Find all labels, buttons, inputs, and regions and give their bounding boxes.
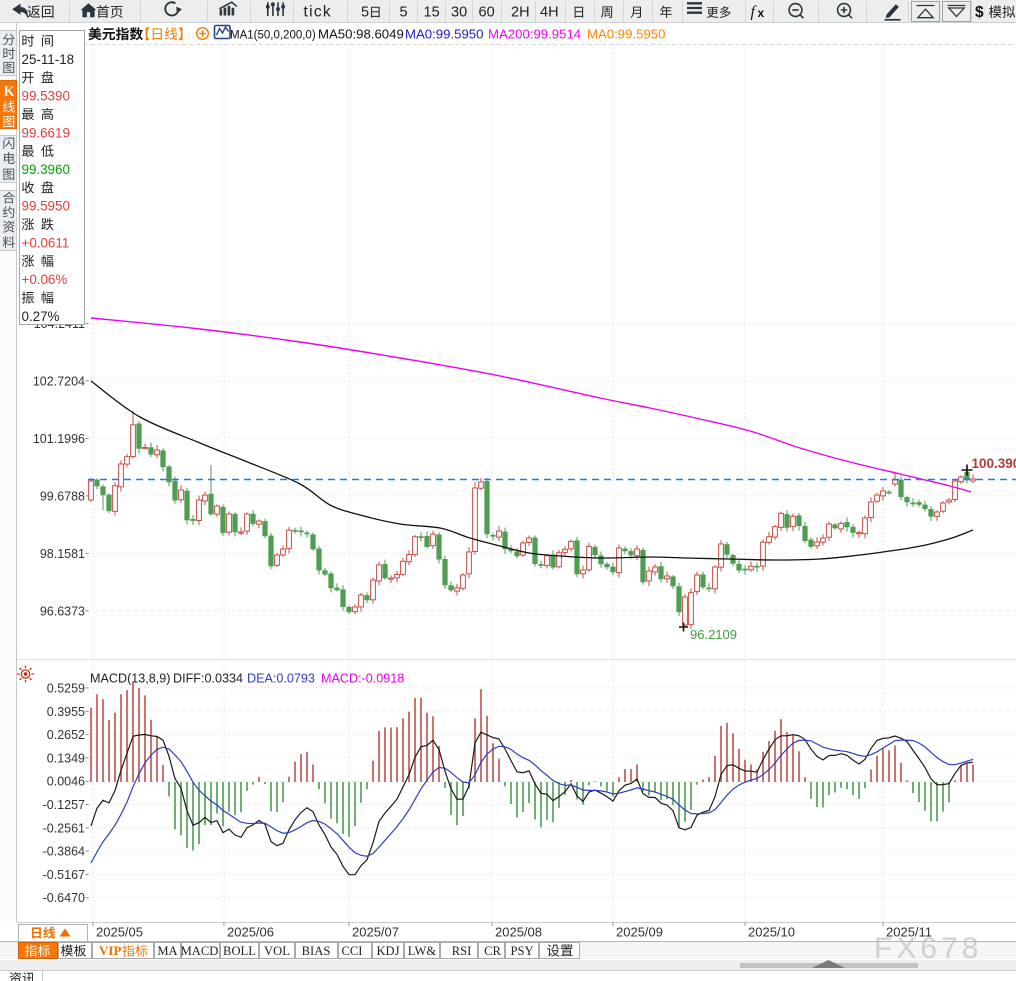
svg-text:2025/06: 2025/06 bbox=[227, 925, 274, 940]
svg-text:0.1349: 0.1349 bbox=[47, 751, 85, 765]
svg-text:MA: MA bbox=[157, 944, 177, 958]
svg-text:DEA:0.0793: DEA:0.0793 bbox=[247, 672, 315, 686]
svg-text:CR: CR bbox=[484, 944, 501, 958]
svg-text:2025/10: 2025/10 bbox=[748, 925, 795, 940]
svg-text:+0.06%: +0.06% bbox=[22, 272, 68, 287]
svg-text:0.2652: 0.2652 bbox=[47, 728, 85, 742]
svg-text:MACD:-0.0918: MACD:-0.0918 bbox=[321, 672, 404, 686]
svg-text:MA50:98.6049: MA50:98.6049 bbox=[318, 27, 404, 42]
svg-text:DIFF:0.0334: DIFF:0.0334 bbox=[173, 672, 243, 686]
svg-text:102.7204: 102.7204 bbox=[33, 374, 85, 388]
svg-text:2H: 2H bbox=[511, 5, 530, 21]
svg-text:MA0:99.5950: MA0:99.5950 bbox=[405, 27, 483, 42]
svg-text:PSY: PSY bbox=[510, 944, 533, 958]
svg-text:-0.1257: -0.1257 bbox=[43, 798, 85, 812]
svg-text:98.1581: 98.1581 bbox=[40, 547, 85, 561]
svg-text:MA0:99.5950: MA0:99.5950 bbox=[587, 27, 665, 42]
svg-text:100.390: 100.390 bbox=[972, 456, 1016, 471]
svg-text:MA1(50,0,200,0): MA1(50,0,200,0) bbox=[230, 30, 316, 42]
svg-text:MA200:99.9514: MA200:99.9514 bbox=[488, 27, 581, 42]
svg-text:MACD: MACD bbox=[181, 944, 219, 958]
svg-text:0.27%: 0.27% bbox=[22, 309, 60, 324]
svg-text:VOL: VOL bbox=[264, 944, 290, 958]
svg-text:-0.3864: -0.3864 bbox=[43, 845, 85, 859]
svg-text:99.5390: 99.5390 bbox=[22, 89, 70, 104]
svg-text:99.3960: 99.3960 bbox=[22, 162, 70, 177]
svg-text:VIP: VIP bbox=[99, 943, 121, 958]
svg-text:0.0046: 0.0046 bbox=[47, 775, 85, 789]
svg-text:MACD(13,8,9): MACD(13,8,9) bbox=[90, 672, 170, 686]
svg-text:99.6788: 99.6788 bbox=[40, 489, 85, 503]
svg-text:LW&: LW& bbox=[408, 944, 437, 958]
svg-text:2025/07: 2025/07 bbox=[352, 925, 399, 940]
svg-text:99.6619: 99.6619 bbox=[22, 125, 70, 140]
svg-text:-0.2561: -0.2561 bbox=[43, 821, 85, 835]
svg-text:KDJ: KDJ bbox=[376, 944, 399, 958]
svg-text:BIAS: BIAS bbox=[302, 944, 331, 958]
svg-text:60: 60 bbox=[479, 5, 495, 21]
svg-text:2025/08: 2025/08 bbox=[495, 925, 542, 940]
svg-text:+0.0611: +0.0611 bbox=[22, 235, 70, 250]
svg-text:$: $ bbox=[975, 4, 984, 21]
svg-text:2025/11: 2025/11 bbox=[886, 925, 932, 940]
svg-text:96.6373: 96.6373 bbox=[40, 604, 85, 618]
svg-text:-0.6470: -0.6470 bbox=[43, 891, 85, 905]
svg-text:96.2109: 96.2109 bbox=[690, 627, 737, 642]
svg-text:25-11-18: 25-11-18 bbox=[22, 52, 75, 67]
svg-text:-0.5167: -0.5167 bbox=[43, 868, 85, 882]
svg-text:BOLL: BOLL bbox=[223, 944, 256, 958]
svg-text:K: K bbox=[4, 84, 15, 99]
svg-text:2025/05: 2025/05 bbox=[96, 925, 143, 940]
svg-text:4H: 4H bbox=[540, 5, 559, 21]
svg-text:f: f bbox=[751, 4, 758, 21]
svg-text:2025/09: 2025/09 bbox=[616, 925, 663, 940]
svg-text:5: 5 bbox=[361, 5, 369, 21]
svg-text:0.3955: 0.3955 bbox=[47, 705, 85, 719]
svg-text:RSI: RSI bbox=[452, 944, 472, 958]
svg-text:CCI: CCI bbox=[342, 944, 363, 958]
svg-text:tick: tick bbox=[304, 4, 332, 21]
svg-text:x: x bbox=[758, 6, 765, 20]
svg-text:101.1996: 101.1996 bbox=[33, 432, 85, 446]
svg-text:0.5259: 0.5259 bbox=[47, 681, 85, 695]
svg-text:30: 30 bbox=[451, 5, 467, 21]
svg-text:5: 5 bbox=[400, 5, 408, 21]
svg-text:15: 15 bbox=[424, 5, 440, 21]
svg-text:99.5950: 99.5950 bbox=[22, 199, 70, 214]
